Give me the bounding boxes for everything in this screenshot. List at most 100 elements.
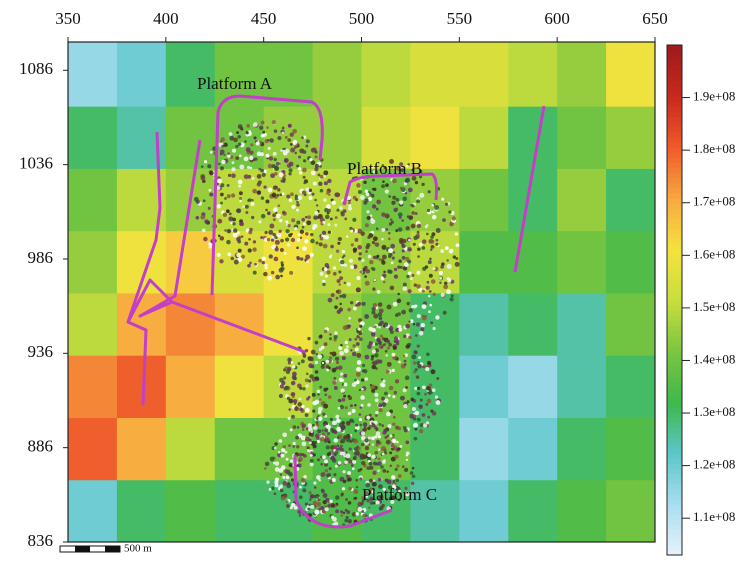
colorbar-band: [667, 65, 682, 71]
cloud-point: [299, 486, 302, 489]
cloud-point: [332, 368, 337, 373]
cloud-point: [425, 367, 429, 371]
cloud-point: [252, 189, 257, 194]
cloud-point: [315, 361, 319, 365]
colorbar-tick-label: 1.6e+08: [693, 246, 735, 261]
cloud-point: [301, 478, 306, 483]
heatmap-cell: [606, 293, 655, 356]
cloud-point: [311, 171, 316, 176]
colorbar-band: [667, 229, 682, 235]
cloud-point: [391, 201, 395, 205]
cloud-point: [426, 224, 428, 226]
cloud-point: [279, 163, 281, 165]
scale-bar: 500 m: [60, 543, 152, 555]
cloud-point: [315, 494, 320, 499]
cloud-point: [327, 188, 330, 191]
cloud-point: [352, 352, 357, 357]
cloud-point: [408, 320, 410, 322]
cloud-point: [325, 507, 329, 511]
cloud-point: [376, 227, 379, 230]
cloud-point: [317, 390, 321, 394]
colorbar-band: [667, 203, 682, 209]
cloud-point: [361, 388, 363, 390]
cloud-point: [334, 430, 337, 433]
cloud-point: [394, 455, 398, 459]
cloud-point: [417, 233, 420, 236]
annotation: Platform C: [362, 485, 437, 504]
colorbar-band: [667, 484, 682, 490]
cloud-point: [408, 336, 411, 339]
cloud-point: [328, 441, 331, 444]
cloud-point: [262, 256, 266, 260]
heatmap-cell: [557, 480, 606, 543]
colorbar-band: [667, 183, 682, 189]
colorbar-band: [667, 249, 682, 255]
cloud-point: [268, 147, 271, 150]
cloud-point: [287, 163, 292, 168]
cloud-point: [301, 359, 305, 363]
cloud-point: [379, 408, 383, 412]
cloud-point: [322, 283, 325, 286]
cloud-point: [377, 457, 380, 460]
cloud-point: [305, 187, 309, 191]
cloud-point: [392, 369, 395, 372]
cloud-point: [381, 228, 385, 232]
cloud-point: [322, 362, 324, 364]
cloud-point: [207, 164, 211, 168]
cloud-point: [282, 211, 286, 215]
cloud-point: [329, 467, 332, 470]
cloud-point: [284, 469, 288, 473]
cloud-point: [233, 228, 238, 233]
cloud-point: [356, 335, 359, 338]
cloud-point: [387, 340, 391, 344]
cloud-point: [347, 308, 351, 312]
cloud-point: [336, 418, 341, 423]
cloud-point: [430, 321, 433, 324]
colorbar-band: [667, 468, 682, 474]
cloud-point: [326, 192, 329, 195]
heatmap-cell: [459, 480, 508, 543]
cloud-point: [416, 375, 419, 378]
colorbar-band: [667, 86, 682, 92]
cloud-point: [320, 437, 325, 442]
cloud-point: [279, 394, 283, 398]
cloud-point: [363, 181, 366, 184]
cloud-point: [395, 208, 398, 211]
cloud-point: [349, 338, 352, 341]
cloud-point: [279, 439, 283, 443]
cloud-point: [428, 295, 430, 297]
cloud-point: [236, 237, 240, 241]
cloud-point: [266, 126, 269, 129]
cloud-point: [405, 257, 409, 261]
cloud-point: [389, 451, 392, 454]
cloud-point: [416, 284, 421, 289]
cloud-point: [439, 277, 442, 280]
colorbar-band: [667, 127, 682, 133]
cloud-point: [353, 306, 357, 310]
cloud-point: [323, 404, 328, 409]
cloud-point: [317, 393, 320, 396]
colorbar-band: [667, 453, 682, 459]
cloud-point: [435, 395, 438, 398]
cloud-point: [280, 239, 284, 243]
cloud-point: [260, 169, 264, 173]
cloud-point: [275, 467, 280, 472]
colorbar-band: [667, 422, 682, 428]
cloud-point: [231, 167, 235, 171]
chart: 500 m 3504004505005506006508368869369861…: [0, 0, 754, 559]
cloud-point: [441, 293, 445, 297]
cloud-point: [363, 422, 368, 427]
cloud-point: [309, 357, 314, 362]
cloud-point: [368, 436, 371, 439]
cloud-point: [340, 260, 345, 265]
cloud-point: [367, 216, 371, 220]
cloud-point: [398, 361, 401, 364]
cloud-point: [237, 135, 241, 139]
cloud-point: [396, 464, 399, 467]
cloud-point: [392, 257, 395, 260]
cloud-point: [335, 357, 339, 361]
cloud-point: [233, 233, 238, 238]
cloud-point: [265, 154, 269, 158]
cloud-point: [359, 270, 362, 273]
cloud-point: [290, 459, 293, 462]
